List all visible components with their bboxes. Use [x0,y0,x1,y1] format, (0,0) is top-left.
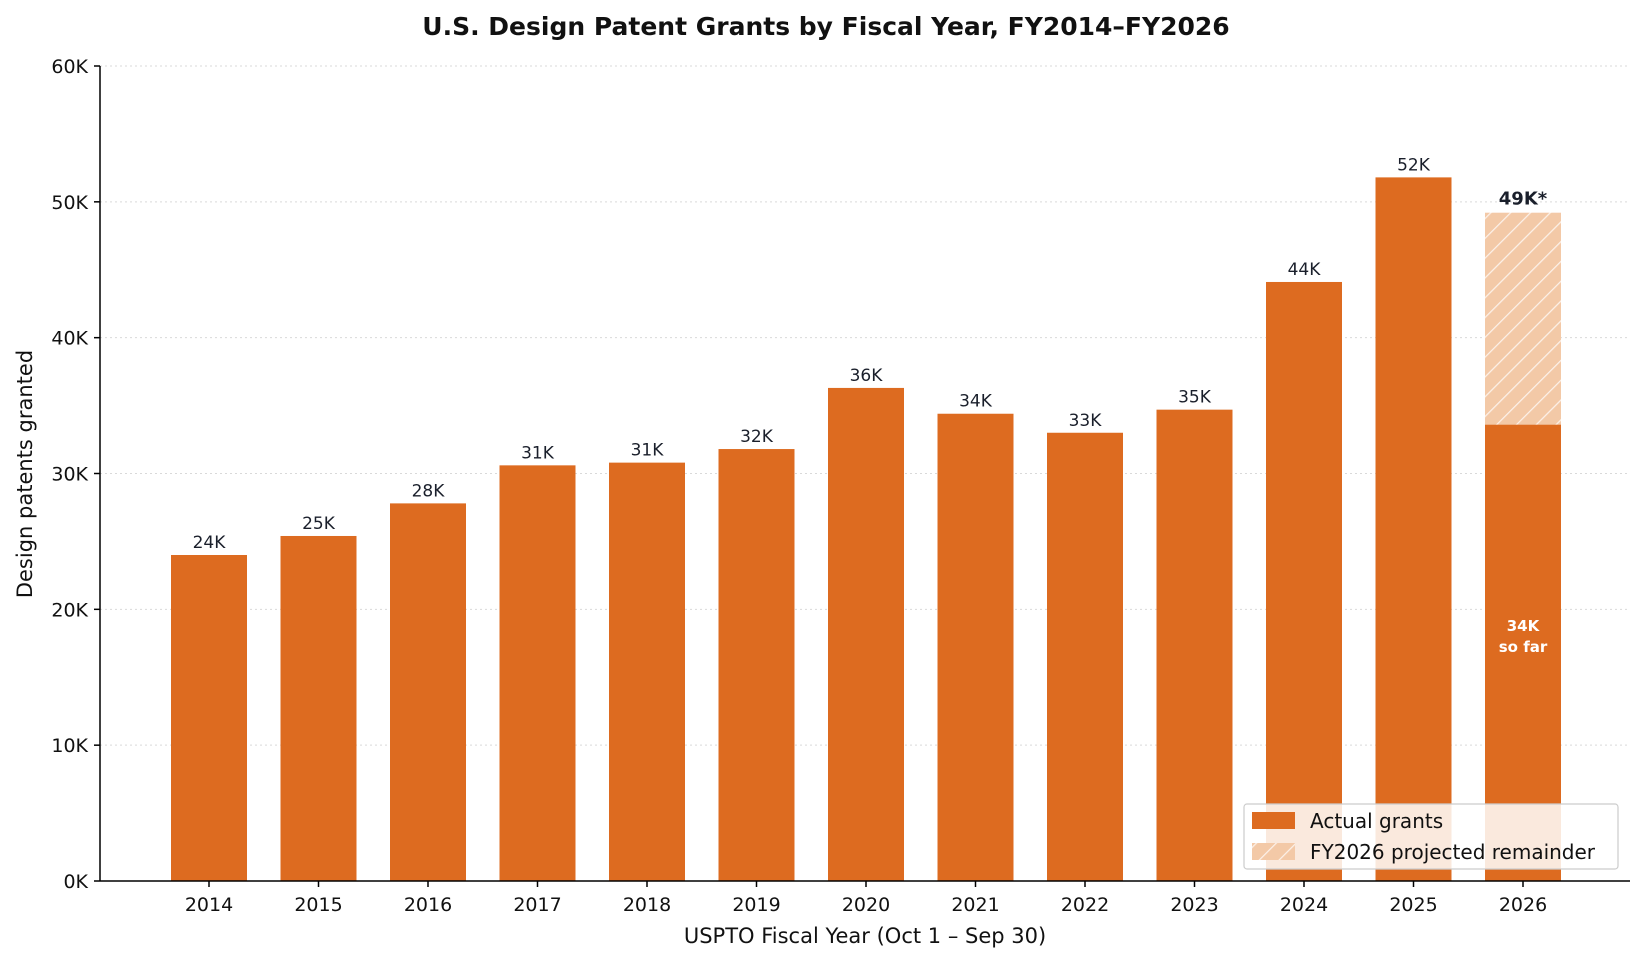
value-label-2014: 24K [193,533,227,553]
x-tick-label-2025: 2025 [1389,894,1437,916]
x-tick-label-2017: 2017 [513,894,561,916]
bar-actual-2017 [499,465,576,881]
value-label-2023: 35K [1178,388,1212,408]
value-label-2017: 31K [521,443,555,463]
bar-actual-2020 [828,387,904,881]
axes: 0K 10K 20K 30K 40K 50K 60K 2014 2015 2016 2017 2018… [51,56,1630,916]
bar-actual-2018 [609,462,685,881]
x-axis-label: USPTO Fiscal Year (Oct 1 – Sep 30) [684,924,1046,948]
y-tick-label-5: 50K [51,192,88,214]
y-tick-label-0: 0K [63,871,88,893]
x-tick-label-2020: 2020 [842,894,890,916]
annotation-line2-2026: so far [1499,638,1548,656]
value-label-2020: 36K [850,366,884,386]
bar-actual-2025 [1375,177,1452,882]
value-label-2022: 33K [1069,411,1103,431]
bar-actual-2014 [171,555,247,881]
bar-actual-2024 [1266,281,1342,882]
x-tick-label-2015: 2015 [294,894,342,916]
value-label-total-2026: 49K* [1499,189,1548,210]
value-label-2019: 32K [740,427,774,447]
chart-title: U.S. Design Patent Grants by Fiscal Year… [422,12,1229,41]
x-tick-label-2016: 2016 [404,894,452,916]
x-tick-label-2022: 2022 [1061,894,1109,916]
value-label-2015: 25K [302,514,336,534]
legend-label-projected: FY2026 projected remainder [1310,840,1596,864]
x-tick-label-2018: 2018 [623,894,671,916]
y-tick-label-1: 10K [51,735,88,757]
x-tick-label-2014: 2014 [185,894,233,916]
bar-actual-2015 [280,535,357,881]
x-tick-label-2026: 2026 [1499,894,1547,916]
y-axis-label: Design patents granted [13,350,37,598]
bar-actual-2016 [390,503,466,881]
legend-swatch-actual [1252,812,1295,829]
value-label-2016: 28K [412,481,446,501]
legend-label-actual: Actual grants [1310,809,1443,833]
value-label-2021: 34K [959,392,993,412]
y-tick-label-2: 20K [51,599,88,621]
value-label-2024: 44K [1288,260,1322,280]
x-tick-label-2019: 2019 [732,894,780,916]
value-label-2018: 31K [631,441,665,461]
annotation-line1-2026: 34K [1507,617,1541,635]
y-tick-label-3: 30K [51,464,88,486]
bar-actual-2019 [718,449,795,881]
x-tick-label-2021: 2021 [951,894,999,916]
legend: Actual grants FY2026 projected remainder [1243,803,1619,870]
legend-box [1243,803,1619,870]
bar-actual-2021 [937,413,1014,881]
x-tick-label-2023: 2023 [1170,894,1218,916]
data-labels: 24K 25K 28K 31K 31K 32K 36K 34K 33K 35K 44K 52K 49K*… [193,155,1548,656]
bars [171,177,1561,882]
x-tick-label-2024: 2024 [1280,894,1328,916]
value-label-2025: 52K [1397,155,1431,175]
bar-actual-2023 [1156,409,1233,881]
bar-projected-2026 [1485,212,1561,425]
bar-actual-2022 [1047,432,1123,881]
legend-swatch-projected [1252,843,1295,860]
y-tick-label-4: 40K [51,328,88,350]
y-tick-label-6: 60K [51,56,88,78]
